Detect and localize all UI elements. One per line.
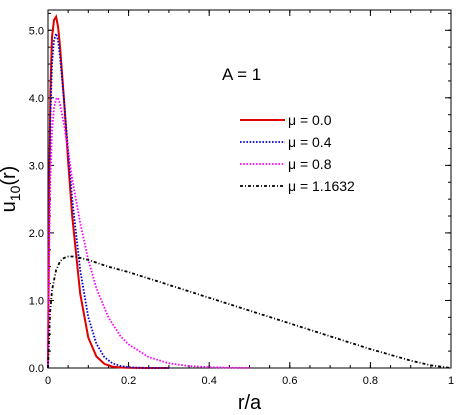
series-line-1 — [47, 30, 169, 369]
y-axis-label-tail: (r) — [0, 166, 20, 186]
x-axis-label: r/a — [238, 392, 262, 414]
plot-frame — [47, 9, 452, 369]
x-tick-label: 0.2 — [121, 375, 136, 387]
series-line-2 — [47, 96, 250, 369]
annotation-text: A = 1 — [222, 65, 261, 84]
series-lines — [47, 14, 452, 369]
y-tick-label: 0.0 — [29, 363, 44, 375]
series-line-0 — [47, 14, 169, 369]
series-line-3 — [47, 255, 452, 369]
y-axis-label: u10(r) — [0, 166, 23, 213]
axis-ticks — [47, 10, 452, 369]
legend-label-1: μ = 0.4 — [288, 134, 332, 150]
legend-label-2: μ = 0.8 — [288, 156, 332, 172]
legend-label-3: μ = 1.1632 — [288, 178, 355, 194]
axis-tick-labels: 0 0.2 0.4 0.6 0.8 1 0.0 1.0 2.0 3.0 4.0 5.0 — [29, 25, 454, 387]
x-tick-label: 0.8 — [363, 375, 378, 387]
x-tick-label: 0.4 — [202, 375, 217, 387]
x-tick-label: 0 — [45, 375, 51, 387]
legend: μ = 0.0 μ = 0.4 μ = 0.8 μ = 1.1632 — [240, 112, 355, 194]
legend-label-0: μ = 0.0 — [288, 112, 332, 128]
y-tick-label: 1.0 — [29, 295, 44, 307]
y-tick-label: 2.0 — [29, 228, 44, 240]
y-axis-label-subscript: 10 — [7, 185, 23, 201]
x-tick-label: 0.6 — [282, 375, 297, 387]
y-tick-label: 4.0 — [29, 93, 44, 105]
plot-area-border — [47, 9, 452, 369]
x-tick-label: 1 — [448, 375, 454, 387]
y-axis-label-main: u — [0, 201, 20, 212]
y-tick-label: 3.0 — [29, 160, 44, 172]
y-tick-label: 5.0 — [29, 25, 44, 37]
